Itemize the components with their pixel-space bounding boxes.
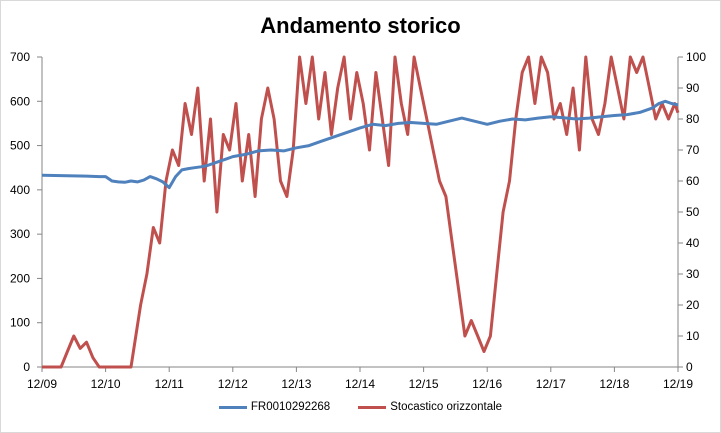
y-left-tick-label: 500 xyxy=(10,139,30,153)
y-left-tick-label: 600 xyxy=(10,94,30,108)
x-tick-label: 12/11 xyxy=(155,377,184,391)
y-left-tick-label: 200 xyxy=(10,271,30,285)
x-tick-label: 12/18 xyxy=(599,377,629,391)
legend-item-series-1: FR0010292268 xyxy=(218,401,331,413)
x-tick-label: 12/14 xyxy=(345,377,375,391)
legend: FR0010292268 Stocastico orizzontale xyxy=(1,401,720,413)
y-right-tick-label: 10 xyxy=(686,329,700,343)
y-left-tick-label: 100 xyxy=(10,316,30,330)
x-tick-label: 12/13 xyxy=(281,377,311,391)
x-tick-label: 12/15 xyxy=(409,377,439,391)
y-left-tick-label: 300 xyxy=(10,227,30,241)
y-right-tick-label: 50 xyxy=(686,205,700,219)
x-tick-label: 12/16 xyxy=(472,377,502,391)
chart-title: Andamento storico xyxy=(260,13,461,38)
x-tick-label: 12/10 xyxy=(91,377,121,391)
x-tick-label: 12/09 xyxy=(27,377,57,391)
y-right-tick-label: 40 xyxy=(686,236,700,250)
y-right-tick-label: 20 xyxy=(686,298,700,312)
y-left-tick-label: 0 xyxy=(23,360,30,374)
y-right-tick-label: 0 xyxy=(686,360,693,374)
legend-swatch-series-2 xyxy=(358,405,387,409)
y-right-tick-label: 60 xyxy=(686,174,700,188)
y-right-tick-label: 100 xyxy=(686,50,706,64)
series-line-2 xyxy=(42,55,680,369)
y-right-tick-label: 90 xyxy=(686,81,700,95)
y-right-tick-label: 80 xyxy=(686,112,700,126)
x-tick-label: 12/17 xyxy=(536,377,566,391)
legend-swatch-series-1 xyxy=(218,405,247,409)
legend-label-series-2: Stocastico orizzontale xyxy=(390,401,503,413)
legend-label-series-1: FR0010292268 xyxy=(250,401,331,413)
y-left-tick-label: 700 xyxy=(10,50,30,64)
x-tick-label: 12/19 xyxy=(663,377,693,391)
y-left-tick-label: 400 xyxy=(10,183,30,197)
y-right-tick-label: 70 xyxy=(686,143,700,157)
legend-item-series-2: Stocastico orizzontale xyxy=(358,401,502,413)
y-right-tick-label: 30 xyxy=(686,267,700,281)
x-tick-label: 12/12 xyxy=(218,377,248,391)
series-line-1 xyxy=(41,99,679,190)
